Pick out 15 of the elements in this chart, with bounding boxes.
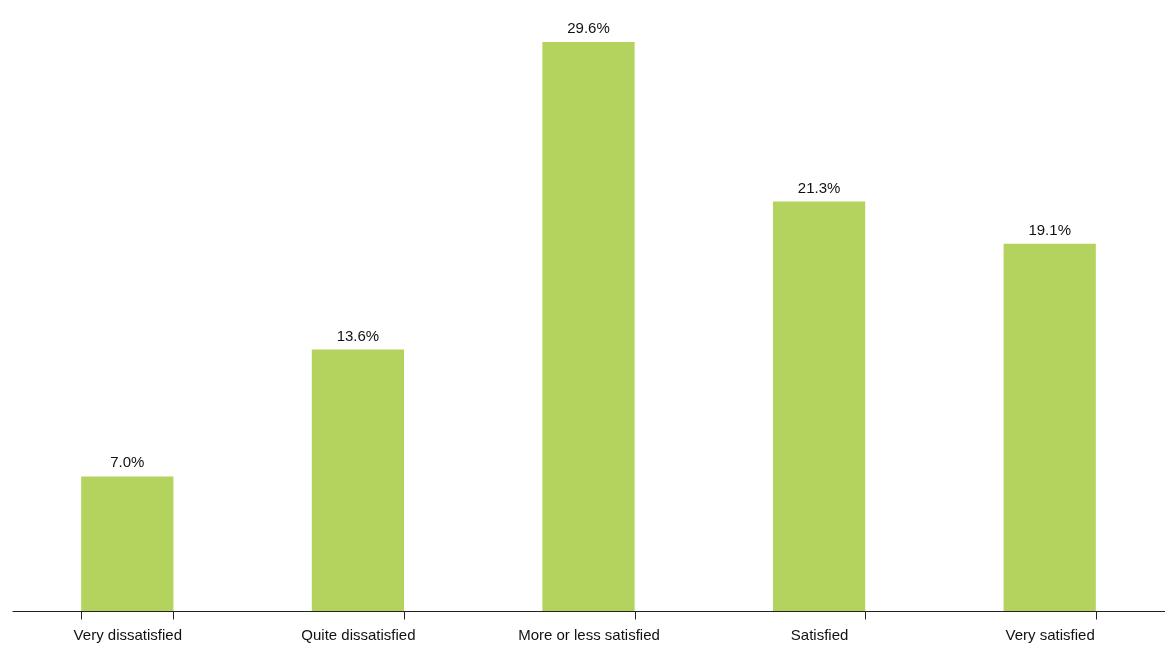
data-label: 21.3% [797, 178, 841, 196]
bar [311, 349, 405, 611]
x-tick-label: Satisfied [790, 625, 849, 643]
bar [1003, 243, 1096, 611]
x-tick-label: Quite dissatisfied [301, 625, 416, 643]
bar [542, 42, 635, 611]
x-tick-label: Very dissatisfied [73, 625, 182, 643]
data-label: 13.6% [336, 326, 380, 344]
bar [772, 201, 866, 611]
x-tick-label: More or less satisfied [518, 625, 660, 643]
data-label: 19.1% [1028, 220, 1071, 238]
x-tick-label: Very satisfied [1005, 625, 1095, 643]
data-label: 29.6% [567, 19, 610, 36]
bar [81, 476, 174, 611]
data-label: 7.0% [110, 453, 145, 471]
